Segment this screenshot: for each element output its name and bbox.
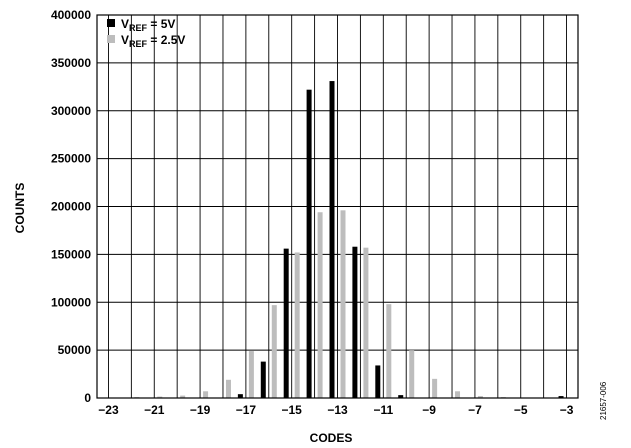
bar-vref-2-5v xyxy=(271,305,277,398)
legend-swatch-2-5v xyxy=(107,35,115,43)
y-tick-label: 100000 xyxy=(51,295,91,309)
bar-vref-2-5v xyxy=(180,395,186,398)
bar-vref-5v xyxy=(237,394,243,398)
x-tick-label: −3 xyxy=(560,403,574,417)
y-tick-label: 50000 xyxy=(58,343,92,357)
bar-vref-2-5v xyxy=(225,379,231,398)
legend-label-2-5v-tail: = 2.5V xyxy=(147,33,185,47)
bars xyxy=(111,81,564,398)
bar-vref-2-5v xyxy=(317,212,323,398)
legend-label-5v-sub: REF xyxy=(129,23,148,33)
x-axis-label: CODES xyxy=(310,431,353,445)
legend-label-2-5v-main: V xyxy=(121,33,129,47)
x-tick-label: −11 xyxy=(373,403,393,417)
x-tick-label: −21 xyxy=(144,403,165,417)
x-tick-label: −19 xyxy=(190,403,211,417)
legend-label-2-5v-sub: REF xyxy=(129,39,148,49)
x-tick-label: −7 xyxy=(468,403,482,417)
y-tick-label: 400000 xyxy=(51,8,91,22)
legend: VREF = 5V VREF = 2.5V xyxy=(107,17,185,49)
y-tick-label: 350000 xyxy=(51,56,91,70)
y-tick-label: 150000 xyxy=(51,247,91,261)
x-tick-label: −17 xyxy=(236,403,257,417)
grid xyxy=(97,14,578,399)
bar-vref-2-5v xyxy=(340,210,346,398)
y-tick-label: 300000 xyxy=(51,104,91,118)
y-tick-label: 0 xyxy=(84,391,91,405)
legend-label-2-5v: VREF = 2.5V xyxy=(121,33,185,49)
x-tick-label: −9 xyxy=(422,403,436,417)
bar-vref-5v xyxy=(260,361,266,398)
bar-vref-2-5v xyxy=(409,350,415,398)
bar-vref-5v xyxy=(283,248,289,398)
y-tick-label: 200000 xyxy=(51,200,91,214)
y-axis-label: COUNTS xyxy=(13,183,27,234)
plot-frame xyxy=(96,14,579,399)
bar-vref-2-5v xyxy=(477,396,483,398)
x-tick-labels: −23 −21 −19 −17 −15 −13 −11 −9 −7 −5 −3 xyxy=(98,403,573,417)
bar-vref-5v xyxy=(329,81,335,398)
bar-vref-2-5v xyxy=(363,247,369,398)
y-tick-label: 250000 xyxy=(51,152,91,166)
bar-vref-2-5v xyxy=(432,378,438,398)
y-tick-labels: 0 50000 100000 150000 200000 250000 300000 3500… xyxy=(51,8,91,405)
figure-id: 21657-006 xyxy=(599,381,608,420)
bar-vref-2-5v xyxy=(248,351,254,398)
bar-vref-2-5v xyxy=(203,391,209,398)
legend-label-5v: VREF = 5V xyxy=(121,17,175,33)
bar-vref-5v xyxy=(375,365,381,398)
x-tick-label: −23 xyxy=(98,403,119,417)
bar-vref-2-5v xyxy=(157,396,163,398)
bar-vref-5v xyxy=(398,395,404,398)
x-tick-label: −15 xyxy=(282,403,303,417)
x-tick-label: −5 xyxy=(514,403,528,417)
bar-vref-5v xyxy=(558,396,564,398)
bar-vref-5v xyxy=(306,89,312,398)
legend-swatch-5v xyxy=(107,19,115,27)
bar-vref-2-5v xyxy=(386,304,392,398)
bar-vref-5v xyxy=(352,246,358,398)
bar-vref-2-5v xyxy=(455,391,461,398)
legend-label-5v-tail: = 5V xyxy=(147,17,175,31)
x-tick-label: −13 xyxy=(327,403,348,417)
bar-vref-2-5v xyxy=(294,252,300,398)
legend-label-5v-main: V xyxy=(121,17,129,31)
